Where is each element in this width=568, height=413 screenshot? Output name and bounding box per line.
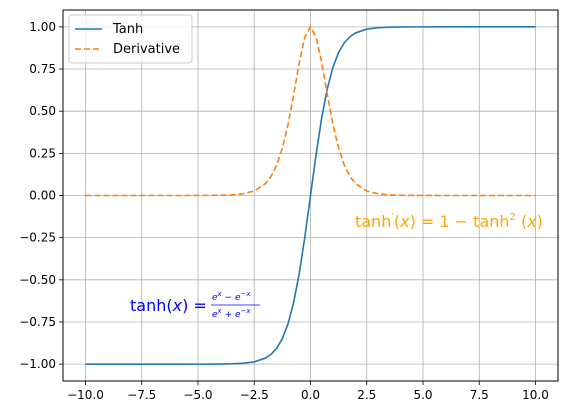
x-tick-label: 10.0 [522, 388, 549, 402]
series-lines [85, 26, 536, 365]
y-tick-label: 0.75 [29, 62, 56, 76]
y-tick-label: 0.00 [29, 189, 56, 203]
tanh-formula-annotation: tanh(x) = ex − e−x ex + e−x [130, 290, 260, 320]
legend-label-tanh: Tanh [112, 22, 143, 37]
legend: Tanh Derivative [68, 14, 193, 64]
y-axis: −1.00 −0.75 −0.50 −0.25 0.00 0.25 0.50 0.75 1.00 [19, 20, 63, 371]
y-tick-label: 1.00 [29, 20, 56, 34]
x-tick-label: −10.0 [67, 388, 104, 402]
y-tick-label: −0.75 [19, 315, 56, 329]
x-axis: −10.0 −7.5 −5.0 −2.5 0.0 2.5 5.0 7.5 10.0 [67, 381, 549, 402]
legend-label-derivative: Derivative [113, 42, 180, 57]
x-tick-label: 2.5 [357, 388, 376, 402]
tanh-formula-denominator: ex + e−x [212, 307, 251, 320]
tanh-formula-lhs: tanh(x) = [130, 296, 207, 315]
y-tick-label: −0.50 [19, 273, 56, 287]
tanh-formula-numerator: ex − e−x [212, 290, 251, 303]
x-tick-label: −5.0 [183, 388, 212, 402]
y-tick-label: 0.50 [29, 104, 56, 118]
x-tick-label: −2.5 [240, 388, 269, 402]
derivative-formula-annotation: tanh′(x) = 1 − tanh2 (x) [355, 211, 543, 231]
series-line-derivative [85, 26, 536, 197]
derivative-formula-text: tanh′(x) = 1 − tanh2 (x) [355, 211, 543, 231]
legend-box [68, 14, 193, 64]
x-tick-label: 7.5 [470, 388, 489, 402]
x-tick-label: 5.0 [413, 388, 432, 402]
x-tick-label: 0.0 [301, 388, 320, 402]
x-tick-label: −7.5 [127, 388, 156, 402]
series-line-tanh [85, 26, 536, 365]
y-tick-label: −0.25 [19, 231, 56, 245]
y-tick-label: −1.00 [19, 357, 56, 371]
y-tick-label: 0.25 [29, 146, 56, 160]
